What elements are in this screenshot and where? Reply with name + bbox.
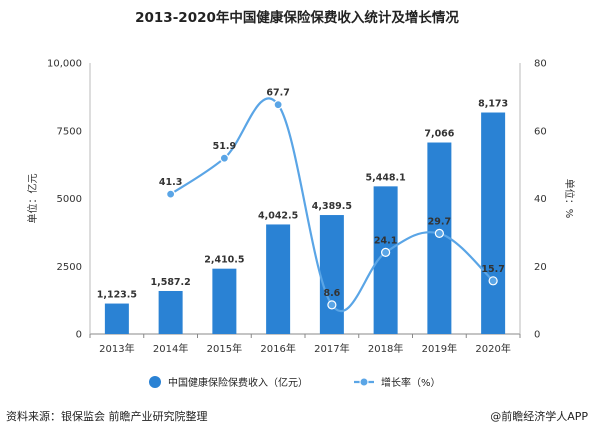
- bar-value-label: 7,066: [424, 129, 454, 140]
- y-left-axis-title: 单位：亿元: [26, 174, 39, 224]
- y-left-tick-label: 2500: [57, 262, 82, 273]
- x-tick-label: 2016年: [260, 342, 295, 355]
- bar: [266, 224, 291, 334]
- y-right-tick-label: 60: [534, 126, 547, 137]
- x-tick-label: 2014年: [153, 342, 188, 355]
- x-tick-label: 2019年: [422, 342, 457, 355]
- bar-value-label: 1,123.5: [97, 290, 137, 301]
- bar: [481, 112, 506, 334]
- growth-rate-label: 15.7: [481, 264, 504, 275]
- growth-rate-point: [434, 228, 444, 238]
- brand-credit: @前瞻经济学人APP: [490, 410, 588, 423]
- bar-value-label: 4,042.5: [258, 210, 298, 221]
- y-left-tick-label: 5000: [57, 194, 82, 205]
- y-left-tick-label: 7500: [57, 126, 82, 137]
- y-right-tick-label: 80: [534, 59, 547, 70]
- growth-rate-line: [170, 97, 494, 313]
- y-right-tick-label: 0: [534, 330, 540, 341]
- y-right-axis-title: 单位：%: [563, 179, 576, 219]
- growth-rate-label: 29.7: [428, 216, 451, 227]
- growth-rate-point: [488, 276, 498, 286]
- growth-rate-point: [327, 300, 337, 310]
- growth-rate-label: 67.7: [266, 88, 289, 99]
- bar: [427, 142, 452, 334]
- growth-rate-point: [166, 189, 176, 199]
- x-tick-label: 2020年: [475, 342, 510, 355]
- growth-rate-label: 24.1: [374, 235, 397, 246]
- chart-title: 2013-2020年中国健康保险保费收入统计及增长情况: [135, 9, 459, 26]
- bar-value-label: 8,173: [478, 99, 508, 110]
- legend-swatch-point: [359, 377, 369, 387]
- x-tick-label: 2015年: [207, 342, 242, 355]
- legend-label-bar: 中国健康保险保费收入（亿元）: [168, 376, 308, 389]
- bar: [104, 303, 129, 334]
- x-tick-label: 2017年: [314, 342, 349, 355]
- x-tick-label: 2018年: [368, 342, 403, 355]
- bar: [212, 268, 237, 334]
- plot-area: 0 2500 5000 7500 10,000 0 20 40 60 80 单位：亿元 单位：% 201…: [26, 59, 576, 356]
- y-right-tick-label: 40: [534, 194, 547, 205]
- legend-swatch-bar: [149, 376, 161, 388]
- y-left-tick-label: 10,000: [47, 59, 82, 70]
- bar: [158, 290, 183, 334]
- growth-rate-label: 51.9: [213, 141, 236, 152]
- y-left-tick-label: 0: [76, 330, 82, 341]
- bar-value-label: 5,448.1: [365, 172, 405, 183]
- bar-value-label: 4,389.5: [312, 201, 352, 212]
- legend: 中国健康保险保费收入（亿元） 增长率（%）: [149, 376, 441, 389]
- bar: [319, 215, 344, 334]
- growth-rate-label: 41.3: [159, 177, 182, 188]
- bar-value-label: 2,410.5: [204, 255, 244, 266]
- growth-rate-point: [273, 100, 283, 110]
- growth-rate-point: [219, 153, 229, 163]
- legend-label-line: 增长率（%）: [381, 376, 441, 389]
- x-tick-label: 2013年: [99, 342, 134, 355]
- y-right-tick-label: 20: [534, 262, 547, 273]
- growth-rate-point: [381, 247, 391, 257]
- source-note: 资料来源：银保监会 前瞻产业研究院整理: [6, 410, 208, 423]
- growth-rate-label: 8.6: [323, 288, 340, 299]
- bar-value-label: 1,587.2: [150, 277, 190, 288]
